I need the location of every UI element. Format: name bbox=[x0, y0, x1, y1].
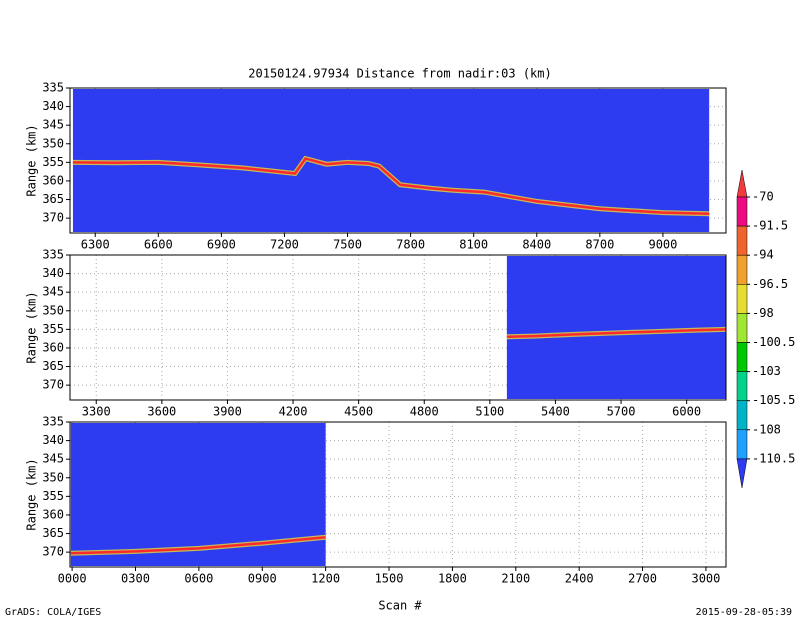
x-tick-label: 0300 bbox=[121, 572, 150, 586]
echo-line bbox=[70, 536, 326, 555]
colorbar-segment bbox=[736, 400, 748, 431]
colorbar-segment bbox=[736, 284, 748, 314]
colorbar-label: -98 bbox=[752, 306, 774, 320]
x-tick-label: 3000 bbox=[691, 572, 720, 586]
colorbar-label: -108 bbox=[752, 422, 781, 436]
y-tick-label: 360 bbox=[42, 173, 64, 187]
y-tick-label: 370 bbox=[42, 545, 64, 559]
y-tick-label: 355 bbox=[42, 322, 64, 336]
x-tick-label: 6600 bbox=[144, 238, 173, 252]
y-tick-label: 350 bbox=[42, 303, 64, 317]
colorbar-segment bbox=[736, 342, 748, 372]
y-axis-label: Range (km) bbox=[25, 291, 39, 363]
y-tick-label: 360 bbox=[42, 507, 64, 521]
plot-frame bbox=[69, 421, 727, 568]
colorbar-segment bbox=[736, 196, 748, 227]
x-tick-label: 0000 bbox=[58, 572, 87, 586]
x-tick-label: 0600 bbox=[184, 572, 213, 586]
echo-line bbox=[72, 157, 710, 215]
x-tick-label: 2400 bbox=[565, 572, 594, 586]
x-tick-label: 6300 bbox=[81, 238, 110, 252]
x-tick-label: 5700 bbox=[607, 405, 636, 419]
y-tick-label: 340 bbox=[42, 266, 64, 280]
y-tick-label: 345 bbox=[42, 285, 64, 299]
x-tick-label: 8400 bbox=[522, 238, 551, 252]
colorbar-label: -103 bbox=[752, 364, 781, 378]
x-tick-label: 1500 bbox=[375, 572, 404, 586]
echo-line bbox=[506, 328, 727, 339]
y-tick-label: 365 bbox=[42, 359, 64, 373]
x-tick-label: 3600 bbox=[147, 405, 176, 419]
x-axis-label: Scan # bbox=[378, 599, 422, 613]
x-tick-label: 4500 bbox=[344, 405, 373, 419]
y-axis-label: Range (km) bbox=[25, 458, 39, 530]
colorbar-tip bbox=[736, 458, 748, 488]
x-tick-label: 5100 bbox=[475, 405, 504, 419]
colorbar-segment bbox=[736, 254, 748, 285]
colorbar-label: -100.5 bbox=[752, 335, 795, 349]
x-tick-label: 7800 bbox=[396, 238, 425, 252]
data-region bbox=[506, 256, 726, 399]
footer-left: GrADS: COLA/IGES bbox=[5, 607, 101, 618]
y-tick-label: 345 bbox=[42, 118, 64, 132]
x-tick-label: 6000 bbox=[672, 405, 701, 419]
plot-frame bbox=[69, 87, 727, 234]
y-tick-label: 350 bbox=[42, 470, 64, 484]
y-tick-label: 360 bbox=[42, 340, 64, 354]
x-tick-label: 7500 bbox=[333, 238, 362, 252]
colorbar-label: -110.5 bbox=[752, 451, 795, 465]
x-tick-label: 6900 bbox=[207, 238, 236, 252]
y-tick-label: 370 bbox=[42, 378, 64, 392]
y-tick-label: 335 bbox=[42, 81, 64, 95]
colorbar-segment bbox=[736, 313, 748, 343]
x-tick-label: 3300 bbox=[82, 405, 111, 419]
x-tick-label: 2100 bbox=[501, 572, 530, 586]
plot-frame bbox=[69, 254, 727, 401]
x-tick-label: 3900 bbox=[213, 405, 242, 419]
y-tick-label: 345 bbox=[42, 452, 64, 466]
y-tick-label: 335 bbox=[42, 248, 64, 262]
footer-right: 2015-09-28-05:39 bbox=[696, 607, 792, 618]
x-tick-label: 7200 bbox=[270, 238, 299, 252]
y-tick-label: 335 bbox=[42, 415, 64, 429]
chart-title: 20150124.97934 Distance from nadir:03 (k… bbox=[248, 67, 551, 81]
colorbar-label: -96.5 bbox=[752, 277, 788, 291]
y-tick-label: 340 bbox=[42, 99, 64, 113]
y-tick-label: 365 bbox=[42, 192, 64, 206]
y-tick-label: 365 bbox=[42, 526, 64, 540]
y-tick-label: 340 bbox=[42, 433, 64, 447]
colorbar-segment bbox=[736, 371, 748, 401]
x-tick-label: 9000 bbox=[648, 238, 677, 252]
colorbar-label: -70 bbox=[752, 190, 774, 204]
colorbar-label: -94 bbox=[752, 248, 774, 262]
y-tick-label: 355 bbox=[42, 155, 64, 169]
x-tick-label: 0900 bbox=[248, 572, 277, 586]
y-tick-label: 355 bbox=[42, 489, 64, 503]
x-tick-label: 5400 bbox=[541, 405, 570, 419]
y-tick-label: 370 bbox=[42, 211, 64, 225]
x-tick-label: 1200 bbox=[311, 572, 340, 586]
colorbar-label: -105.5 bbox=[752, 393, 795, 407]
colorbar-segment bbox=[736, 429, 748, 460]
x-tick-label: 8700 bbox=[585, 238, 614, 252]
colorbar-segment bbox=[736, 225, 748, 256]
x-tick-label: 8100 bbox=[459, 238, 488, 252]
y-tick-label: 350 bbox=[42, 136, 64, 150]
x-tick-label: 2700 bbox=[628, 572, 657, 586]
colorbar-label: -91.5 bbox=[752, 219, 788, 233]
x-tick-label: 4200 bbox=[279, 405, 308, 419]
x-tick-label: 1800 bbox=[438, 572, 467, 586]
data-region bbox=[70, 423, 326, 566]
x-tick-label: 4800 bbox=[410, 405, 439, 419]
y-axis-label: Range (km) bbox=[25, 124, 39, 196]
